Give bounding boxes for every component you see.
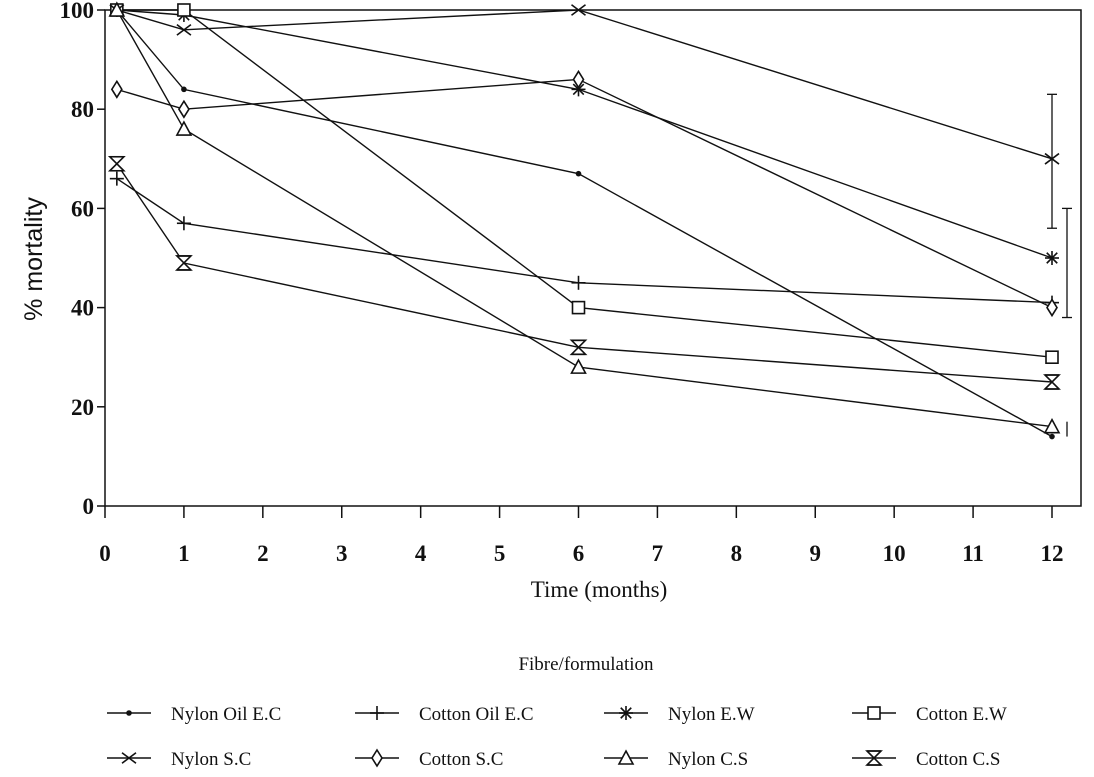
- legend-label: Cotton Oil E.C: [419, 704, 534, 725]
- marker-diamond: [371, 748, 383, 768]
- marker-hourglass: [107, 155, 126, 172]
- marker-x: [121, 752, 137, 764]
- legend-label: Nylon Oil E.C: [171, 704, 281, 725]
- series-line: [116, 9, 1053, 160]
- marker-diamond: [177, 99, 190, 119]
- marker-square: [177, 3, 191, 17]
- legend-title: Fibre/formulation: [518, 654, 654, 675]
- y-axis-label: % mortality: [20, 197, 48, 321]
- series-cotton-oil-e-c: [109, 171, 1059, 310]
- series-cotton-s-c: [110, 69, 1058, 318]
- x-tick-label: 10: [883, 541, 906, 566]
- marker-x: [176, 23, 192, 36]
- marker-square: [1045, 350, 1059, 365]
- x-tick-label: 2: [257, 541, 269, 566]
- series-line: [116, 78, 1053, 309]
- series-cotton-e-w: [110, 3, 1059, 365]
- marker-star: [1045, 251, 1059, 265]
- x-tick-label: 9: [810, 541, 822, 566]
- marker-dot: [1049, 433, 1055, 440]
- series-line: [116, 9, 1053, 428]
- series-nylon-s-c: [109, 4, 1060, 165]
- legend-label: Nylon C.S: [668, 749, 748, 770]
- y-tick-label: 40: [71, 296, 94, 321]
- marker-plus: [370, 706, 384, 720]
- plot-frame: [104, 9, 1082, 507]
- marker-triangle: [570, 358, 587, 374]
- x-tick-label: 4: [415, 541, 427, 566]
- series-line: [116, 9, 1053, 259]
- x-tick-label: 8: [731, 541, 743, 566]
- series-line: [116, 163, 1053, 383]
- marker-hourglass: [174, 255, 193, 271]
- legend-label: Nylon S.C: [171, 749, 251, 770]
- x-tick-label: 6: [573, 541, 585, 566]
- x-axis-label: Time (months): [531, 577, 668, 602]
- marker-hourglass: [1043, 374, 1061, 390]
- marker-triangle: [1043, 417, 1061, 434]
- legend-label: Cotton E.W: [916, 704, 1007, 725]
- marker-dot: [181, 86, 187, 93]
- series-line: [116, 9, 1053, 438]
- legend-item: Nylon S.C: [107, 749, 251, 770]
- legend-item: Nylon E.W: [604, 704, 755, 725]
- error-bar: [1062, 207, 1072, 319]
- marker-plus: [571, 275, 586, 290]
- marker-star: [619, 706, 633, 720]
- legend-item: Cotton Oil E.C: [355, 704, 534, 725]
- marker-triangle: [175, 120, 193, 136]
- legend-item: Nylon Oil E.C: [107, 704, 281, 725]
- series-nylon-c-s: [108, 1, 1061, 434]
- marker-dot: [126, 710, 132, 716]
- x-tick-label: 11: [962, 541, 984, 566]
- marker-hourglass: [569, 339, 588, 356]
- y-tick-label: 20: [71, 395, 94, 420]
- y-tick-label: 100: [60, 0, 95, 23]
- marker-diamond: [1046, 298, 1058, 318]
- series-line: [116, 178, 1053, 304]
- marker-plus: [109, 171, 124, 186]
- marker-triangle: [617, 749, 635, 765]
- marker-hourglass: [865, 750, 883, 766]
- series-cotton-c-s: [107, 155, 1061, 390]
- x-tick-label: 0: [99, 541, 111, 566]
- marker-diamond: [110, 79, 123, 99]
- marker-dot: [575, 170, 582, 177]
- series-line: [116, 9, 1053, 358]
- y-tick-label: 60: [71, 196, 94, 221]
- y-tick-label: 80: [71, 97, 94, 122]
- x-tick-label: 7: [652, 541, 664, 566]
- series-nylon-oil-e-c: [114, 7, 1055, 440]
- error-bar: [1047, 93, 1057, 229]
- series-nylon-e-w: [109, 3, 1059, 265]
- legend-item: Cotton E.W: [852, 704, 1007, 725]
- legend-label: Cotton S.C: [419, 749, 503, 770]
- x-tick-label: 12: [1041, 541, 1064, 566]
- marker-triangle: [108, 1, 126, 17]
- marker-square: [867, 706, 881, 720]
- legend-label: Cotton C.S: [916, 749, 1000, 770]
- x-tick-label: 5: [494, 541, 506, 566]
- legend-label: Nylon E.W: [668, 704, 755, 725]
- marker-square: [571, 300, 586, 315]
- marker-plus: [176, 216, 191, 231]
- marker-x: [571, 4, 586, 16]
- marker-diamond: [572, 69, 585, 89]
- legend-item: Cotton C.S: [852, 749, 1000, 770]
- x-tick-label: 3: [336, 541, 348, 566]
- x-tick-label: 1: [178, 541, 190, 566]
- y-tick-label: 0: [83, 494, 95, 519]
- legend-item: Nylon C.S: [604, 749, 748, 770]
- legend-item: Cotton S.C: [355, 748, 503, 770]
